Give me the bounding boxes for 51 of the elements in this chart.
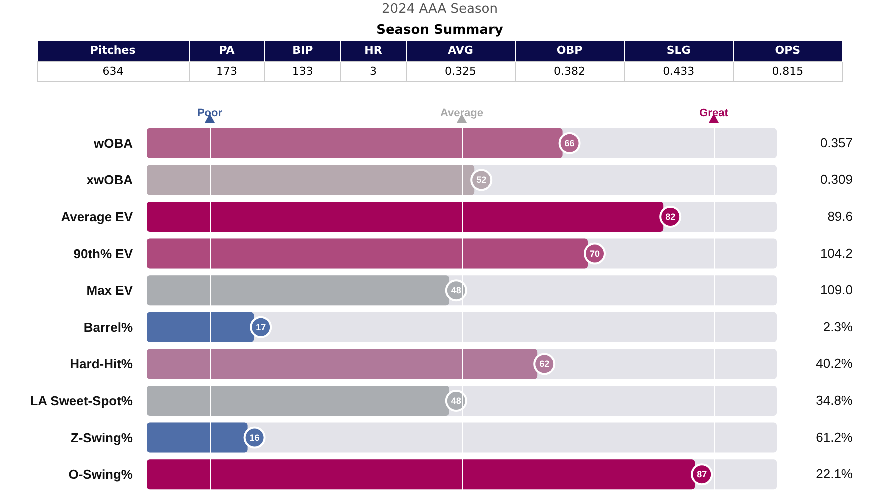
text: PA	[189, 41, 265, 61]
y-tick-label: 90th% EV	[74, 246, 134, 262]
y-tick-label: LA Sweet-Spot%	[30, 394, 134, 408]
y-tick-label: Max EV	[86, 283, 134, 298]
y-tick-label: Barrel%	[84, 320, 134, 335]
data-label: 17	[256, 322, 266, 332]
y-tick-label: xwOBA	[86, 172, 134, 188]
ref-line-label: Poor	[197, 108, 224, 120]
text: 0.815	[733, 61, 842, 81]
text: 133	[264, 61, 341, 81]
text: OPS	[733, 41, 842, 61]
y-tick-label: Hard-Hit%	[70, 356, 134, 372]
y-tick-label: wOBA	[93, 136, 134, 151]
chart-subtitle: Season Summary	[376, 22, 504, 40]
data-label: 87	[697, 470, 708, 480]
data-label: 70	[590, 248, 600, 259]
text: 22.1%	[816, 466, 854, 482]
text: 173	[189, 61, 265, 81]
data-label: 66	[564, 138, 575, 148]
text: OBP	[515, 41, 624, 61]
text: 0.325	[406, 61, 516, 81]
text: 104.2	[820, 246, 853, 261]
text: 3	[340, 61, 406, 81]
text: Pitches	[38, 41, 190, 61]
data-label: 82	[666, 212, 676, 222]
y-tick-label: Z-Swing%	[70, 430, 134, 446]
text: 40.2%	[816, 356, 854, 372]
text: 2.3%	[823, 319, 854, 334]
text: 109.0	[820, 282, 853, 298]
text: 89.6	[828, 209, 853, 224]
data-label: 52	[476, 175, 487, 186]
ref-line-label: Great	[700, 108, 729, 120]
text: AVG	[406, 41, 516, 61]
y-tick-label: O-Swing%	[68, 467, 134, 482]
text: SLG	[624, 41, 734, 61]
data-label: 62	[540, 359, 550, 370]
text: 34.8%	[816, 393, 854, 408]
text: 0.309	[820, 172, 853, 188]
text: 0.382	[515, 61, 624, 81]
text: 0.433	[624, 61, 734, 81]
text: 634	[38, 61, 190, 81]
text: BIP	[264, 41, 341, 61]
text: HR	[340, 41, 406, 61]
data-label: 16	[250, 432, 260, 443]
data-label: 48	[451, 286, 462, 296]
text: 61.2%	[816, 430, 854, 445]
chart-title: 2024 AAA Season	[381, 2, 499, 18]
ref-line-label: Average	[440, 108, 484, 120]
data-label: 48	[451, 396, 462, 406]
text: 0.357	[820, 135, 853, 150]
y-tick-label: Average EV	[61, 210, 134, 224]
